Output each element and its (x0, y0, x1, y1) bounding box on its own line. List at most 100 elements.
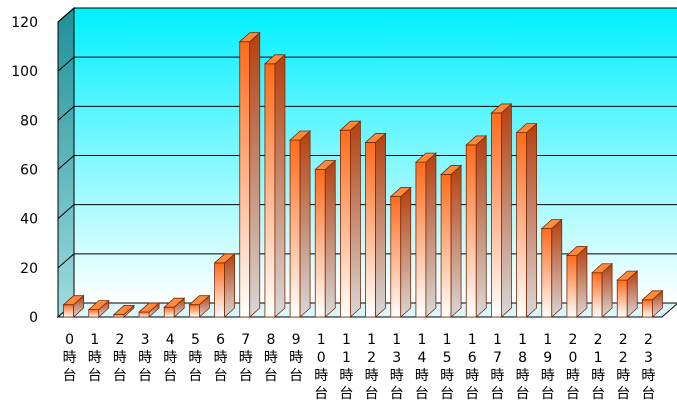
x-tick-label: 1 4 時台 (415, 332, 429, 402)
bar-side (375, 132, 386, 318)
bar-side (526, 122, 537, 318)
bar-front (465, 144, 477, 318)
bar-cap (138, 302, 161, 313)
bar-front (138, 311, 150, 318)
x-tick-label: 0 時台 (63, 332, 77, 384)
y-tick-label: 40 (20, 212, 38, 228)
bar-side (400, 186, 412, 318)
bar-cap (62, 295, 85, 306)
bar-side (551, 218, 563, 318)
bar-front (541, 228, 553, 318)
bar-side (350, 120, 361, 318)
bar-front (340, 129, 351, 318)
bar-cap (87, 300, 110, 311)
bar (213, 253, 236, 318)
x-tick-label: 2 2 時台 (616, 332, 630, 402)
bars (62, 31, 664, 318)
x-tick-label: 4 時台 (163, 332, 177, 384)
x-tick-label: 7 時台 (239, 332, 253, 384)
bar-front (616, 279, 628, 318)
bar-cap (515, 123, 538, 134)
bar-front (264, 63, 276, 318)
x-tick-label: 5 時台 (188, 332, 202, 384)
bar-side (576, 245, 588, 318)
bar-cap (188, 295, 211, 306)
bar-front (88, 309, 100, 318)
bar-side (249, 31, 261, 318)
bar (364, 132, 387, 318)
x-tick-label: 6 時台 (214, 332, 228, 384)
bar-side (501, 103, 512, 318)
x-tick-label: 1 時台 (88, 332, 102, 384)
bar-side (224, 253, 235, 318)
y-tick-label: 60 (20, 163, 38, 179)
y-tick-label: 80 (20, 113, 38, 129)
bar-cap (364, 133, 387, 143)
bar-cap (112, 305, 135, 315)
x-tick-label: 3 時台 (138, 332, 152, 384)
bar-front (314, 169, 326, 318)
bar-front (440, 174, 452, 318)
bar (465, 135, 488, 318)
bar-cap (238, 32, 261, 43)
bar-cap (389, 187, 412, 197)
bar (440, 164, 463, 318)
bar (540, 218, 563, 318)
bar (138, 302, 161, 318)
bar-side (475, 135, 487, 318)
gridline-side (57, 56, 75, 72)
gridline-side (57, 155, 75, 170)
bar-cap (263, 54, 286, 65)
x-tick-label: 1 0 時台 (314, 332, 328, 402)
bar-cap (565, 246, 588, 256)
bar (389, 186, 412, 318)
bar-front (289, 139, 301, 318)
bar-cap (490, 103, 513, 114)
bar (238, 31, 261, 318)
bar-front (390, 196, 402, 318)
bar-cap (616, 270, 639, 281)
bar-front (591, 272, 603, 318)
bar-front (239, 41, 251, 318)
gridline-side (57, 253, 75, 269)
bar (591, 262, 614, 318)
bar (414, 152, 437, 318)
bar-front (365, 142, 376, 318)
bar (565, 245, 588, 318)
bar-cap (314, 160, 337, 170)
bar (314, 159, 337, 318)
bar-cap (591, 263, 614, 274)
bar (515, 122, 538, 318)
x-tick-label: 1 1 時台 (339, 332, 353, 402)
bar-side (299, 130, 311, 318)
x-tick-label: 1 2 時台 (365, 332, 379, 402)
bar (87, 299, 110, 318)
bar-cap (641, 290, 664, 301)
x-tick-label: 1 8 時台 (516, 332, 530, 402)
bar-cap (440, 165, 463, 175)
bar-front (642, 299, 653, 318)
bar (163, 297, 186, 318)
gridline-side (57, 105, 75, 121)
bar-side (324, 159, 336, 318)
y-tick-label: 0 (29, 310, 38, 326)
bar (188, 294, 211, 318)
bar-cap (339, 120, 362, 131)
x-tick-label: 9 時台 (289, 332, 303, 384)
bar (490, 103, 513, 318)
y-tick-label: 120 (11, 15, 38, 31)
bar-cap (163, 297, 186, 308)
bar-front (163, 306, 175, 318)
bar-side (425, 152, 437, 318)
bar-front (63, 304, 74, 318)
bar-cap (465, 135, 488, 146)
bar-side (274, 53, 286, 318)
x-tick-label: 8 時台 (264, 332, 278, 384)
bar-cap (540, 219, 563, 229)
y-axis-ticks: 0 20 40 60 80 100 120 (11, 15, 38, 326)
x-tick-label: 2 3 時台 (641, 332, 655, 402)
bar-front (566, 255, 578, 318)
y-tick-label: 100 (11, 64, 38, 80)
